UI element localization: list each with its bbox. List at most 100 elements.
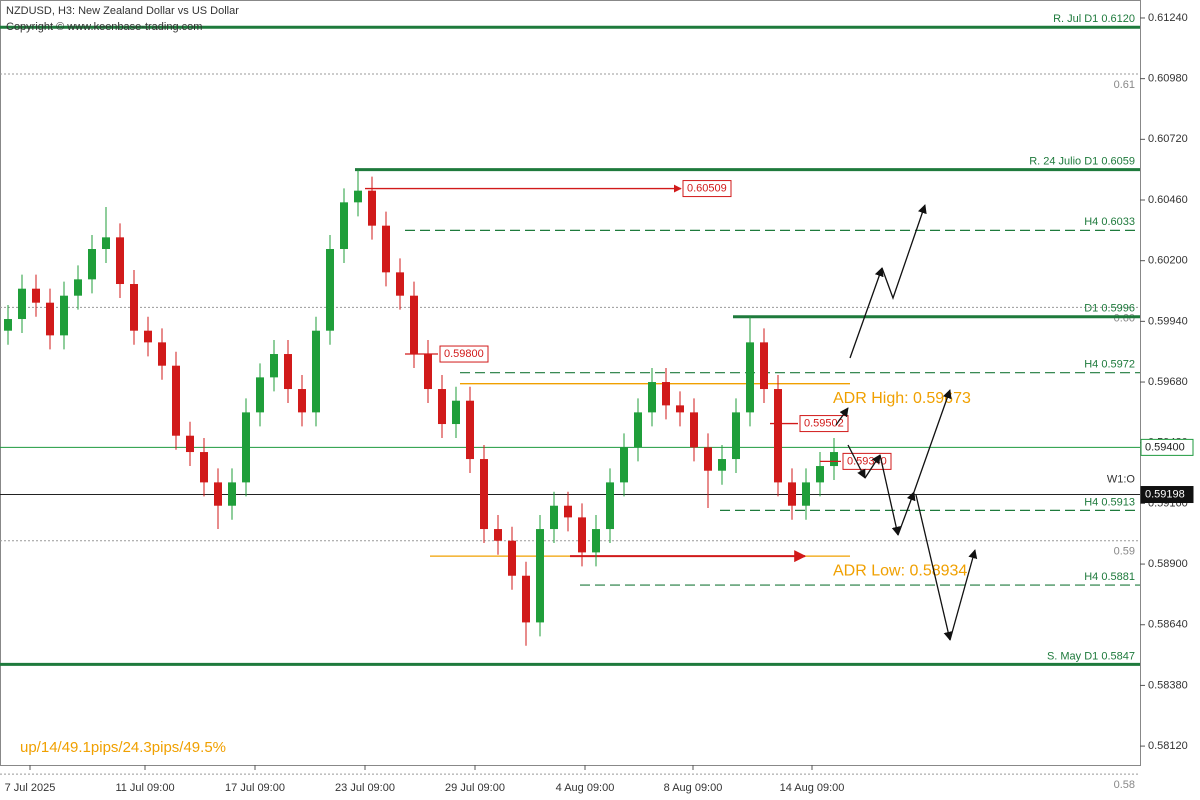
candle-body	[102, 237, 110, 250]
candle-body	[354, 190, 362, 203]
candle-body	[830, 452, 838, 467]
candle-body	[298, 389, 306, 413]
candle-body	[228, 482, 236, 506]
candle-body	[214, 482, 222, 506]
candle-body	[284, 354, 292, 390]
y-tick-label: 0.58120	[1148, 740, 1188, 752]
forecast-arrows	[835, 204, 978, 641]
adr-label: ADR Low: 0.58934	[833, 562, 967, 579]
candle-body	[578, 517, 586, 553]
y-tick-label: 0.59680	[1148, 376, 1188, 388]
candle-body	[690, 412, 698, 448]
y-tick-label: 0.59940	[1148, 315, 1188, 327]
y-tick-label: 0.58900	[1148, 558, 1188, 570]
chart-title: NZDUSD, H3: New Zealand Dollar vs US Dol…	[6, 5, 239, 17]
stats: up/14/49.1pips/24.3pips/49.5%	[20, 739, 226, 756]
axis-price-label: 0.59198	[1145, 488, 1185, 500]
candle-body	[88, 249, 96, 280]
candle-body	[186, 435, 194, 453]
axis-note: W1:O	[1107, 473, 1136, 485]
candle-body	[480, 459, 488, 530]
candle-body	[746, 342, 754, 413]
axis-price-box	[1140, 486, 1194, 504]
x-tick-label: 7 Jul 2025	[5, 782, 56, 794]
candle-body	[4, 319, 12, 331]
candle-body	[774, 389, 782, 483]
candle-body	[396, 272, 404, 296]
candle-body	[732, 412, 740, 460]
y-tick-label: 0.58380	[1148, 679, 1188, 691]
candle-body	[130, 284, 138, 331]
level-label: H4 0.5913	[1084, 496, 1135, 508]
y-tick-label: 0.60720	[1148, 133, 1188, 145]
candle-body	[550, 505, 558, 530]
plot: 0.61240 0.60980 0.60720 0.60460 0.60200 0.599…	[0, 12, 1194, 794]
level-label: R. 24 Julio D1 0.6059	[1029, 156, 1135, 168]
y-tick-label: 0.60980	[1148, 73, 1188, 85]
x-tick-label: 4 Aug 09:00	[556, 782, 615, 794]
candle-body	[718, 459, 726, 471]
candle-body	[536, 529, 544, 623]
candle-body	[326, 249, 334, 331]
candle-body	[116, 237, 124, 285]
price-mark-box	[682, 180, 732, 198]
candle-body	[424, 354, 432, 390]
level-label: H4 0.5972	[1084, 359, 1135, 371]
candle-body	[200, 452, 208, 483]
candle-body	[172, 365, 180, 436]
candle-body	[438, 389, 446, 425]
x-tick-label: 8 Aug 09:00	[664, 782, 723, 794]
candle-body	[802, 482, 810, 506]
candle-body	[634, 412, 642, 448]
y-tick-label: 0.61240	[1148, 12, 1188, 24]
round-level-label: 0.58	[1114, 779, 1135, 791]
axis-price-label: 0.59400	[1145, 441, 1185, 453]
candle-body	[620, 447, 628, 483]
candle-body	[508, 540, 516, 576]
candle-body	[74, 279, 82, 296]
x-tick-label: 11 Jul 09:00	[115, 782, 174, 794]
candle-body	[144, 330, 152, 343]
candle-body	[60, 295, 68, 336]
candle-body	[592, 529, 600, 553]
price-mark-box	[799, 415, 849, 433]
candle-body	[704, 447, 712, 471]
candle-body	[382, 225, 390, 273]
candle-body	[256, 377, 264, 413]
candle-body	[312, 330, 320, 413]
candle-body	[606, 482, 614, 530]
price-mark-label: 0.59800	[444, 348, 484, 360]
plot-frame	[0, 0, 1141, 766]
round-level-label: 0.61	[1114, 79, 1135, 91]
candle-body	[340, 202, 348, 250]
candle-body	[452, 400, 460, 425]
candle-body	[494, 529, 502, 541]
level-label: H4 0.5881	[1084, 571, 1135, 583]
price-mark-label: 0.60509	[687, 182, 727, 194]
candle-body	[18, 288, 26, 320]
candle-body	[46, 302, 54, 336]
candle-body	[466, 400, 474, 460]
candle-body	[564, 505, 572, 518]
candle-body	[270, 354, 278, 378]
candle-body	[32, 288, 40, 303]
y-tick-label: 0.58640	[1148, 619, 1188, 631]
level-label: S. May D1 0.5847	[1047, 650, 1135, 662]
candle-body	[368, 190, 376, 226]
x-tick-label: 23 Jul 09:00	[335, 782, 395, 794]
level-label: D1 0.5996	[1084, 303, 1135, 315]
y-tick-label: 0.60200	[1148, 255, 1188, 267]
candle-body	[242, 412, 250, 483]
round-level-label: 0.59	[1114, 546, 1135, 558]
candle-body	[662, 382, 670, 406]
y-tick-label: 0.60460	[1148, 194, 1188, 206]
candle-body	[788, 482, 796, 506]
level-label: H4 0.6033	[1084, 216, 1135, 228]
candle-body	[676, 405, 684, 413]
x-tick-label: 17 Jul 09:00	[225, 782, 285, 794]
adr-label: ADR High: 0.59673	[833, 390, 971, 407]
x-tick-label: 29 Jul 09:00	[445, 782, 505, 794]
candle-body	[158, 342, 166, 366]
candle-body	[522, 575, 530, 623]
